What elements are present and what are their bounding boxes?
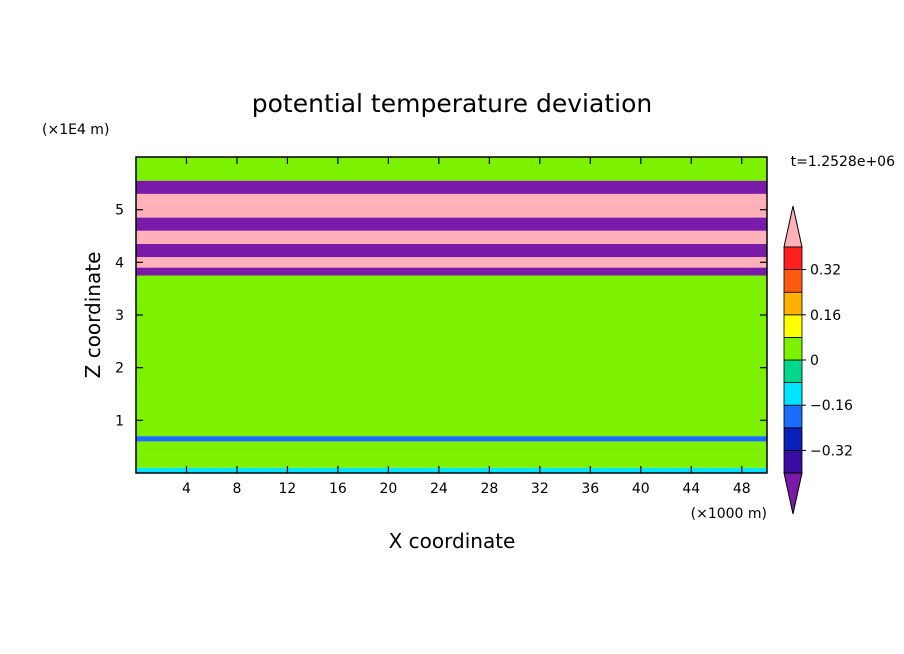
colorbar-tick-label: 0 (810, 353, 819, 369)
colorbar-tick-label: 0.32 (810, 263, 841, 279)
x-tick-label: 20 (379, 481, 397, 497)
y-axis-label: Z coordinate (81, 252, 105, 379)
heatmap-band (136, 454, 767, 468)
colorbar: 0.32 0.16 0 −0.16 −0.32 (783, 205, 853, 515)
heatmap-band (136, 157, 767, 181)
heatmap-band (136, 467, 767, 473)
heatmap-band (136, 257, 767, 268)
time-label: t=1.2528e+06 (791, 154, 895, 170)
heatmap-band (136, 201, 767, 218)
x-tick-label: 12 (279, 481, 297, 497)
colorbar-swatch (783, 449, 803, 474)
heatmap-band (136, 243, 767, 258)
y-tick-label: 2 (115, 361, 124, 377)
x-ticks: 4 8 12 16 20 24 28 32 36 40 44 48 (182, 157, 751, 497)
heatmap-band (136, 267, 767, 276)
colorbar-cap-top (783, 205, 803, 248)
colorbar-swatch (783, 382, 803, 406)
x-tick-label: 8 (232, 481, 241, 497)
plot-area (136, 157, 767, 473)
colorbar-tick-label: −0.32 (810, 443, 853, 459)
heatmap-band (136, 193, 767, 202)
colorbar-cap-bottom (783, 472, 803, 515)
colorbar-swatch (783, 314, 803, 338)
x-tick-label: 16 (329, 481, 347, 497)
x-tick-label: 24 (430, 481, 448, 497)
colorbar-swatch (783, 427, 803, 451)
heatmap-band (136, 180, 767, 194)
x-tick-label: 32 (531, 481, 549, 497)
colorbar-swatch (783, 404, 803, 429)
x-unit-label: (×1000 m) (691, 506, 767, 522)
x-tick-label: 36 (581, 481, 599, 497)
y-ticks: 1 2 3 4 5 (115, 203, 767, 429)
colorbar-swatch (783, 291, 803, 316)
x-tick-label: 4 (182, 481, 191, 497)
x-tick-label: 48 (733, 481, 751, 497)
y-unit-label: (×1E4 m) (42, 122, 109, 138)
heatmap-band (136, 230, 767, 244)
colorbar-tick-label: −0.16 (810, 398, 853, 414)
y-tick-label: 3 (115, 308, 124, 324)
heatmap-band (136, 436, 767, 442)
y-tick-label: 1 (115, 413, 124, 429)
y-tick-label: 5 (115, 203, 124, 219)
x-axis-label: X coordinate (389, 529, 516, 553)
x-tick-label: 28 (480, 481, 498, 497)
heatmap-band (136, 275, 767, 437)
colorbar-swatch (783, 359, 803, 384)
heatmap-band (136, 217, 767, 231)
colorbar-swatch (783, 246, 803, 271)
x-tick-label: 44 (682, 481, 700, 497)
colorbar-swatch (783, 269, 803, 293)
y-tick-label: 4 (115, 255, 124, 271)
colorbar-swatch (783, 336, 803, 361)
heatmap-band (136, 441, 767, 455)
chart-title: potential temperature deviation (252, 89, 652, 118)
x-tick-label: 40 (632, 481, 650, 497)
colorbar-tick-label: 0.16 (810, 308, 841, 324)
